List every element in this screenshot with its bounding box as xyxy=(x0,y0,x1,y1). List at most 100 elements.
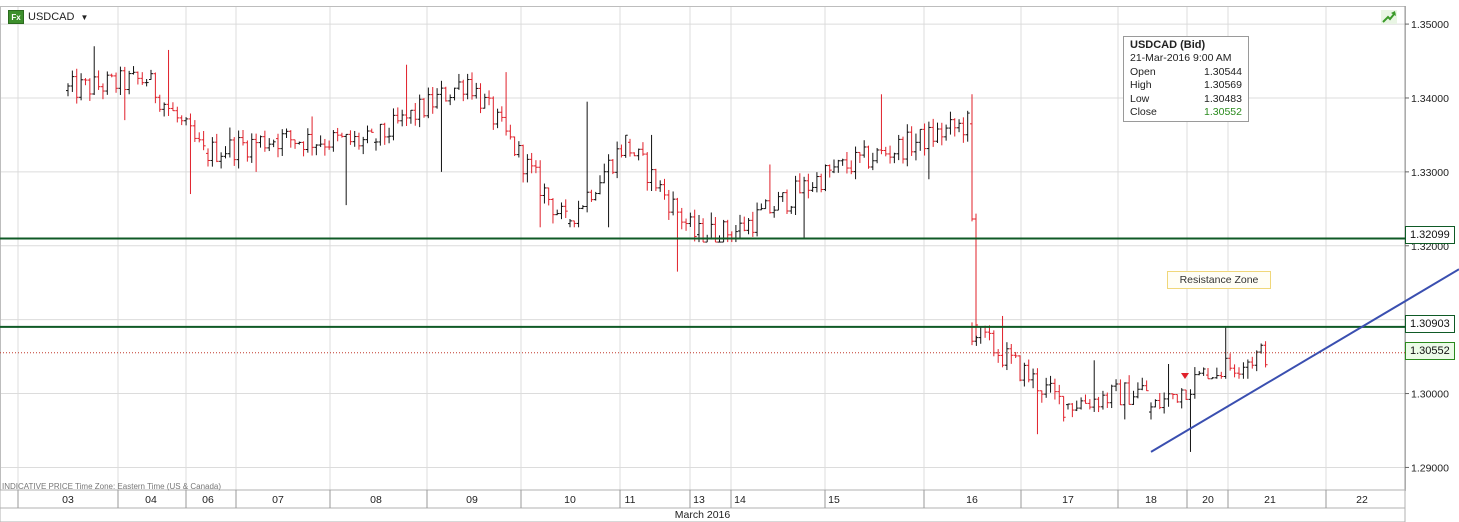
x-tick-label: 20 xyxy=(1202,494,1214,506)
ohlc-bar xyxy=(658,180,663,192)
ohlc-bar xyxy=(662,178,667,200)
ohlc-bar xyxy=(729,231,734,243)
ohlc-bar xyxy=(593,191,598,201)
resistance-zone-label[interactable]: Resistance Zone xyxy=(1167,271,1271,289)
ohlc-bar xyxy=(844,151,849,174)
ohlc-bar xyxy=(879,94,884,155)
ohlc-bar xyxy=(1140,377,1145,391)
ohlc-bar xyxy=(184,117,189,126)
ohlc-bar xyxy=(568,218,572,228)
ohlc-bar xyxy=(314,144,319,156)
ohlc-bar xyxy=(628,138,632,157)
ohlc-bar xyxy=(465,73,470,100)
x-tick-label: 18 xyxy=(1145,494,1157,506)
ohlc-bar xyxy=(909,126,914,156)
ohlc-bar xyxy=(1100,390,1105,410)
ohlc-bar xyxy=(939,122,944,146)
ohlc-bar xyxy=(666,189,671,220)
ohlc-bar xyxy=(254,133,259,172)
month-axis-row xyxy=(0,507,1406,522)
ohlc-bar xyxy=(365,125,370,144)
ohlc-bar xyxy=(546,187,551,206)
x-tick-label: 14 xyxy=(734,494,746,506)
ohlc-bar xyxy=(118,66,123,95)
x-tick-label: 17 xyxy=(1062,494,1074,506)
ohlc-bar xyxy=(772,205,777,218)
ohlc-bar xyxy=(819,173,824,193)
ohlc-bar xyxy=(96,70,101,90)
trend-arrow-icon[interactable] xyxy=(1381,10,1397,24)
ohlc-bar xyxy=(1048,375,1053,393)
ohlc-bar xyxy=(280,129,285,156)
ohlc-bar xyxy=(619,144,624,158)
ohlc-bar xyxy=(470,72,474,100)
ohlc-bar xyxy=(87,78,92,101)
ohlc-bar xyxy=(395,107,400,124)
ohlc-bar xyxy=(508,124,513,140)
ohlc-bar xyxy=(763,199,768,210)
ohlc-bar xyxy=(482,93,487,109)
x-tick-label: 21 xyxy=(1264,494,1276,506)
ohlc-bar xyxy=(679,207,684,230)
ohlc-bar xyxy=(870,152,875,171)
ohlc-bar xyxy=(606,154,611,228)
ohlc-bar xyxy=(179,115,184,126)
ohlc-bar xyxy=(276,133,280,158)
ohlc-bar xyxy=(262,130,267,152)
ohlc-bar xyxy=(1070,403,1075,418)
ohlc-bar xyxy=(974,213,978,342)
ohlc-bar xyxy=(563,199,568,219)
ohlc-bar xyxy=(576,200,581,228)
ohlc-bar xyxy=(688,212,693,227)
ohlc-bar xyxy=(210,137,215,167)
ohlc-bar xyxy=(1057,384,1062,405)
ohlc-bar xyxy=(742,216,747,232)
ohlc-bar xyxy=(1192,367,1197,399)
ohlc-bar xyxy=(636,148,641,161)
ohlc-bar xyxy=(344,133,349,206)
fx-icon: Fx xyxy=(8,10,24,24)
ohlc-value: 1.30483 xyxy=(1204,92,1242,105)
ohlc-bar xyxy=(245,140,250,162)
ohlc-bar xyxy=(435,88,440,109)
y-tick-label: 1.35000 xyxy=(1411,19,1449,31)
ohlc-bar xyxy=(408,109,413,124)
ohlc-bar xyxy=(374,138,378,151)
symbol-selector[interactable]: Fx USDCAD ▼ xyxy=(8,8,88,26)
ohlc-bar xyxy=(1039,390,1044,403)
ohlc-bar xyxy=(793,175,798,216)
ohlc-bar xyxy=(797,173,802,194)
ohlc-bar xyxy=(301,141,306,157)
ohlc-bar xyxy=(305,128,310,153)
ohlc-bar xyxy=(952,118,957,137)
ohlc-bar xyxy=(750,211,755,237)
ohlc-bar xyxy=(1018,355,1022,382)
ohlc-value: 1.30544 xyxy=(1204,65,1242,78)
ohlc-bar xyxy=(776,191,781,211)
ohlc-bar xyxy=(318,135,323,148)
ohlc-row-low: Low 1.30483 xyxy=(1130,93,1242,107)
ohlc-bar xyxy=(1092,360,1097,412)
chevron-down-icon[interactable]: ▼ xyxy=(80,12,89,22)
ohlc-bar xyxy=(1144,380,1149,392)
ohlc-bar xyxy=(1214,367,1219,379)
ohlc-bar xyxy=(849,160,854,175)
x-tick-label: 10 xyxy=(564,494,576,506)
ohlc-bar xyxy=(127,70,132,95)
x-tick-label: 06 xyxy=(202,494,214,506)
ohlc-bar xyxy=(157,94,162,112)
ohlc-bar xyxy=(356,132,361,150)
ohlc-bar xyxy=(339,132,344,138)
ohlc-bar xyxy=(491,96,496,130)
ohlc-bar xyxy=(153,72,158,104)
ohlc-bar xyxy=(948,111,953,135)
ohlc-bar xyxy=(1149,402,1153,420)
ohlc-bar xyxy=(913,133,918,161)
ohlc-bar xyxy=(201,131,206,151)
ohlc-title: USDCAD (Bid) xyxy=(1130,39,1206,51)
ohlc-bar xyxy=(610,159,615,175)
ohlc-bar xyxy=(241,129,245,146)
ohlc-bar xyxy=(293,139,298,149)
ohlc-bar xyxy=(957,119,962,133)
